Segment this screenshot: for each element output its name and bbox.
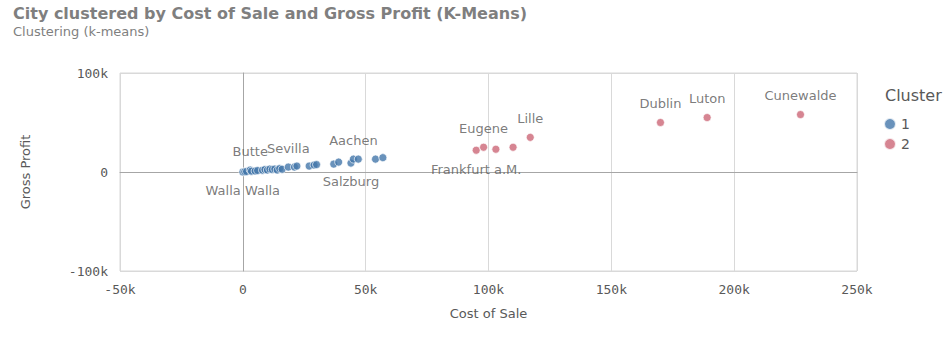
svg-text:Eugene: Eugene — [459, 121, 508, 136]
svg-text:1: 1 — [901, 116, 910, 132]
svg-text:Luton: Luton — [689, 91, 726, 106]
svg-text:-100k: -100k — [69, 264, 108, 279]
svg-text:150k: 150k — [596, 282, 627, 297]
svg-text:250k: 250k — [841, 282, 872, 297]
svg-text:-50k: -50k — [104, 282, 135, 297]
svg-text:Cluster: Cluster — [885, 86, 942, 105]
svg-text:Aachen: Aachen — [329, 133, 377, 148]
svg-text:50k: 50k — [354, 282, 378, 297]
svg-text:Gross Profit: Gross Profit — [18, 135, 33, 210]
svg-text:100k: 100k — [473, 282, 504, 297]
svg-text:Cost of Sale: Cost of Sale — [450, 306, 528, 321]
svg-text:Walla Walla: Walla Walla — [206, 183, 281, 198]
svg-text:Clustering (k-means): Clustering (k-means) — [13, 24, 149, 39]
svg-text:Cunewalde: Cunewalde — [764, 88, 836, 103]
svg-text:200k: 200k — [719, 282, 750, 297]
svg-text:Dublin: Dublin — [639, 96, 681, 111]
svg-text:2: 2 — [901, 136, 910, 152]
svg-text:Sevilla: Sevilla — [267, 141, 310, 156]
svg-text:100k: 100k — [77, 66, 108, 81]
svg-text:Butte: Butte — [233, 144, 268, 159]
svg-text:Salzburg: Salzburg — [323, 174, 380, 189]
svg-text:City clustered by Cost of Sale: City clustered by Cost of Sale and Gross… — [13, 4, 527, 23]
svg-text:0: 0 — [239, 282, 247, 297]
svg-text:0: 0 — [100, 165, 108, 180]
svg-text:Frankfurt a.M.: Frankfurt a.M. — [431, 162, 521, 177]
svg-text:Lille: Lille — [517, 111, 543, 126]
